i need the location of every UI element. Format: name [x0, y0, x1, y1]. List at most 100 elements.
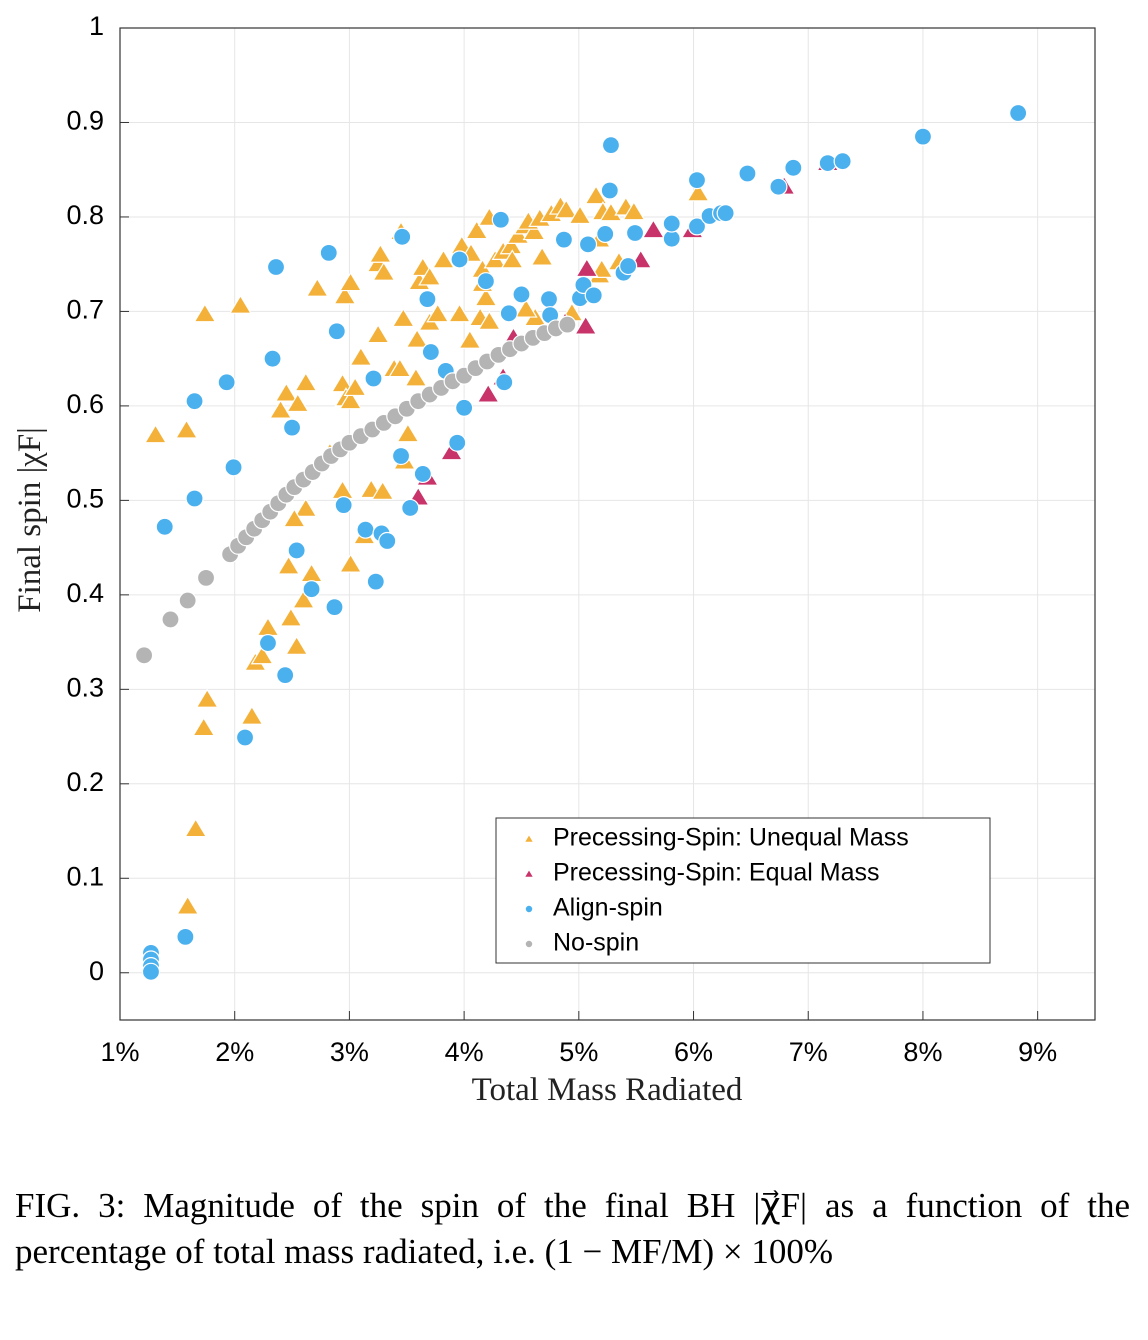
data-point — [294, 372, 318, 392]
data-point — [418, 266, 442, 286]
data-point — [279, 607, 303, 627]
data-point — [554, 230, 574, 249]
data-point — [396, 423, 420, 443]
data-point — [686, 182, 710, 202]
data-point — [141, 962, 161, 981]
data-point — [276, 666, 295, 685]
data-point — [619, 256, 638, 276]
data-point — [134, 646, 154, 665]
data-point — [431, 249, 456, 269]
x-tick-label: 9% — [1018, 1037, 1057, 1067]
y-tick-label: 0.6 — [66, 389, 104, 419]
data-point — [250, 645, 274, 665]
data-point — [269, 399, 293, 419]
data-point — [833, 152, 852, 171]
data-point — [578, 235, 598, 254]
data-point — [448, 433, 467, 452]
data-point — [662, 214, 681, 233]
data-point — [185, 392, 204, 411]
legend-box — [495, 817, 991, 964]
data-point — [391, 446, 411, 466]
y-tick-label: 1 — [89, 11, 104, 41]
data-point — [178, 591, 197, 610]
data-point — [391, 307, 415, 328]
legend-marker — [523, 833, 535, 843]
data-point — [450, 250, 469, 269]
data-point — [176, 895, 200, 915]
data-point — [176, 927, 195, 946]
y-tick-label: 0.8 — [66, 200, 104, 230]
data-point — [601, 136, 621, 155]
data-point — [530, 246, 554, 266]
data-point — [584, 286, 603, 305]
data-point — [716, 204, 735, 223]
data-point — [302, 580, 321, 599]
data-point — [500, 249, 524, 269]
data-point — [558, 315, 577, 334]
data-point — [364, 369, 383, 388]
legend-label: Precessing-Spin: Equal Mass — [553, 859, 880, 887]
y-tick-label: 0.9 — [66, 106, 104, 136]
data-point — [491, 210, 510, 229]
data-point — [294, 497, 318, 517]
data-point — [338, 553, 363, 573]
chart: Total Mass Radiated Final spin |χF| 1% 2%… — [12, 11, 1096, 1108]
data-point — [155, 517, 174, 536]
data-point — [514, 298, 538, 318]
data-point — [913, 127, 933, 146]
data-point — [333, 285, 357, 305]
data-point — [319, 243, 338, 262]
x-tick-label: 2% — [215, 1037, 254, 1067]
data-point — [784, 158, 803, 177]
x-tick-label: 1% — [100, 1037, 139, 1067]
data-point — [458, 329, 482, 349]
legend-marker — [523, 868, 535, 878]
data-point — [330, 373, 355, 393]
data-point — [474, 287, 498, 307]
data-point — [401, 498, 420, 518]
data-point — [622, 201, 646, 221]
caption: FIG. 3: Magnitude of the spin of the fin… — [15, 1186, 1130, 1271]
data-point — [368, 243, 392, 263]
y-tick-label: 0.2 — [66, 767, 104, 797]
data-point — [338, 271, 363, 292]
data-point — [455, 398, 474, 417]
data-point — [378, 531, 397, 551]
y-axis-label: Final spin |χF| — [12, 427, 48, 613]
data-point — [596, 224, 615, 244]
data-point — [590, 258, 614, 278]
x-tick-label: 3% — [330, 1037, 369, 1067]
data-point — [366, 323, 390, 344]
x-tick-label: 6% — [674, 1037, 713, 1067]
data-point — [568, 204, 592, 225]
data-point — [282, 418, 302, 437]
data-point — [421, 342, 440, 362]
data-point — [499, 304, 518, 323]
y-tick-label: 0.4 — [66, 578, 104, 608]
data-point — [285, 635, 309, 655]
data-point — [193, 303, 217, 323]
data-point — [738, 164, 757, 183]
data-point — [574, 315, 598, 335]
data-point — [539, 290, 559, 309]
data-point — [263, 349, 282, 368]
data-point — [282, 508, 306, 528]
data-point — [174, 419, 199, 439]
data-point — [818, 154, 837, 173]
data-point — [641, 219, 665, 239]
data-point — [228, 294, 253, 314]
x-tick-label: 4% — [445, 1037, 484, 1067]
data-point — [393, 227, 412, 246]
data-point — [371, 480, 395, 500]
data-point — [476, 272, 496, 291]
data-point — [687, 171, 707, 190]
data-point — [404, 367, 428, 387]
data-point — [512, 285, 531, 304]
data-point — [388, 357, 412, 378]
y-tick-label: 0.5 — [66, 484, 104, 514]
data-point — [495, 373, 514, 392]
data-point — [522, 220, 546, 241]
plot-frame — [119, 27, 1096, 1021]
data-point — [426, 303, 450, 323]
data-point — [195, 688, 219, 708]
